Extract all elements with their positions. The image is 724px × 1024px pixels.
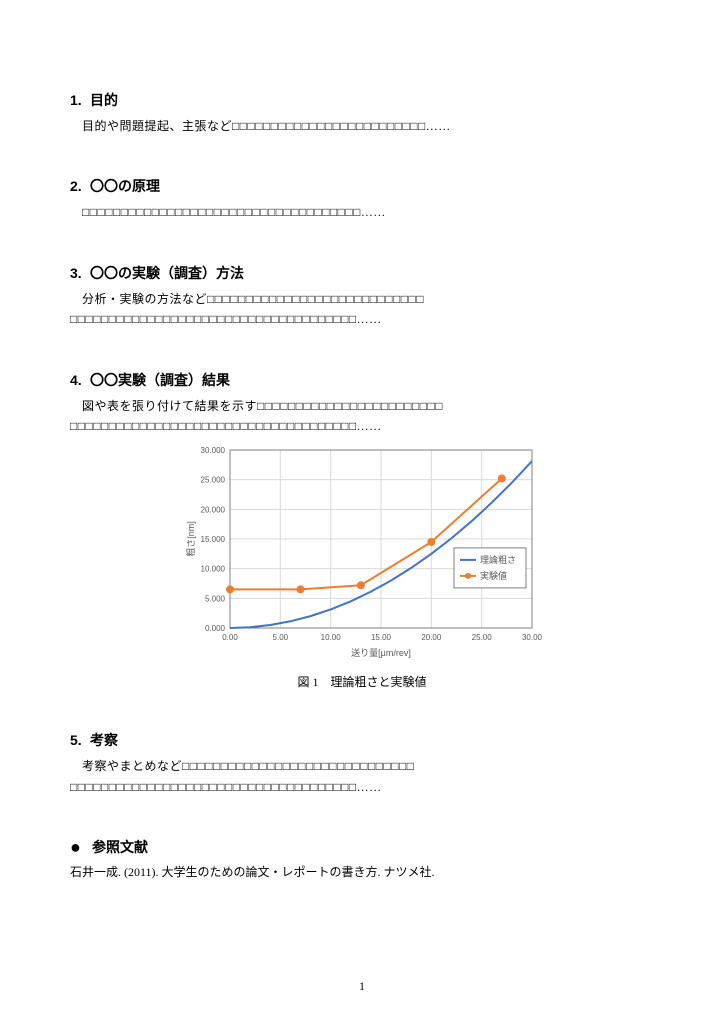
section-4-body-1: 図や表を張り付けて結果を示す□□□□□□□□□□□□□□□□□□□□□□□□: [82, 396, 654, 416]
section-4-body-2: □□□□□□□□□□□□□□□□□□□□□□□□□□□□□□□□□□□□□……: [70, 416, 654, 436]
section-5-body-1: 考察やまとめなど□□□□□□□□□□□□□□□□□□□□□□□□□□□□□□: [82, 756, 654, 776]
chart-svg: 0.00 5.00 10.00 15.00 20.00 25.00 30.00 0.000 5.…: [182, 442, 542, 662]
svg-text:5.00: 5.00: [273, 633, 289, 642]
svg-text:15.000: 15.000: [201, 535, 226, 544]
section-5-heading: 5. 考察: [70, 730, 654, 750]
figure-1-chart: 0.00 5.00 10.00 15.00 20.00 25.00 30.00 0.000 5.…: [182, 442, 542, 667]
svg-text:5.000: 5.000: [205, 595, 226, 604]
section-3: 3. 〇〇の実験（調査）方法 分析・実験の方法など□□□□□□□□□□□□□□□…: [70, 263, 654, 330]
section-3-body-2: □□□□□□□□□□□□□□□□□□□□□□□□□□□□□□□□□□□□□……: [70, 309, 654, 329]
figure-1-caption: 図 1 理論粗さと実験値: [70, 673, 654, 690]
svg-text:25.000: 25.000: [201, 476, 226, 485]
svg-text:理論粗さ: 理論粗さ: [480, 554, 516, 565]
svg-text:粗さ[nm]: 粗さ[nm]: [185, 522, 196, 558]
section-4-heading: 4. 〇〇実験（調査）結果: [70, 370, 654, 390]
svg-text:15.00: 15.00: [371, 633, 392, 642]
reference-line-1: 石井一成. (2011). 大学生のための論文・レポートの書き方. ナツメ社.: [70, 863, 654, 880]
svg-text:送り量[μm/rev]: 送り量[μm/rev]: [351, 647, 411, 658]
section-2-heading: 2. 〇〇の原理: [70, 176, 654, 196]
section-5-number: 5.: [70, 732, 90, 748]
section-3-heading: 3. 〇〇の実験（調査）方法: [70, 263, 654, 283]
section-4-title: 〇〇実験（調査）結果: [90, 370, 230, 390]
svg-text:10.000: 10.000: [201, 565, 226, 574]
section-3-body-1: 分析・実験の方法など□□□□□□□□□□□□□□□□□□□□□□□□□□□□: [82, 289, 654, 309]
svg-text:0.00: 0.00: [222, 633, 238, 642]
svg-text:0.000: 0.000: [205, 624, 226, 633]
references-heading: ● 参照文献: [70, 837, 654, 857]
section-2: 2. 〇〇の原理 □□□□□□□□□□□□□□□□□□□□□□□□□□□□□□□…: [70, 176, 654, 222]
references-section: ● 参照文献 石井一成. (2011). 大学生のための論文・レポートの書き方.…: [70, 837, 654, 880]
svg-text:実験値: 実験値: [480, 570, 507, 581]
section-4: 4. 〇〇実験（調査）結果 図や表を張り付けて結果を示す□□□□□□□□□□□□…: [70, 370, 654, 691]
section-1-number: 1.: [70, 92, 90, 108]
page-number: 1: [0, 979, 724, 994]
section-3-title: 〇〇の実験（調査）方法: [90, 263, 244, 283]
section-2-body: □□□□□□□□□□□□□□□□□□□□□□□□□□□□□□□□□□□□……: [82, 202, 654, 222]
section-1-body: 目的や問題提起、主張など□□□□□□□□□□□□□□□□□□□□□□□□□……: [82, 116, 654, 136]
svg-text:30.000: 30.000: [201, 446, 226, 455]
section-2-number: 2.: [70, 178, 90, 194]
svg-text:30.00: 30.00: [522, 633, 542, 642]
svg-text:25.00: 25.00: [472, 633, 493, 642]
svg-text:20.00: 20.00: [421, 633, 442, 642]
section-5-title: 考察: [90, 730, 118, 750]
section-5-body-2: □□□□□□□□□□□□□□□□□□□□□□□□□□□□□□□□□□□□□……: [70, 777, 654, 797]
svg-text:10.00: 10.00: [321, 633, 342, 642]
section-5: 5. 考察 考察やまとめなど□□□□□□□□□□□□□□□□□□□□□□□□□□…: [70, 730, 654, 797]
section-1-title: 目的: [90, 90, 118, 110]
document-page: 1. 目的 目的や問題提起、主張など□□□□□□□□□□□□□□□□□□□□□□…: [0, 0, 724, 1024]
svg-text:20.000: 20.000: [201, 506, 226, 515]
section-1: 1. 目的 目的や問題提起、主張など□□□□□□□□□□□□□□□□□□□□□□…: [70, 90, 654, 136]
references-title: 参照文献: [92, 837, 148, 857]
bullet-icon: ●: [70, 838, 92, 856]
section-3-number: 3.: [70, 265, 90, 281]
section-2-title: 〇〇の原理: [90, 176, 160, 196]
section-4-number: 4.: [70, 372, 90, 388]
section-1-heading: 1. 目的: [70, 90, 654, 110]
